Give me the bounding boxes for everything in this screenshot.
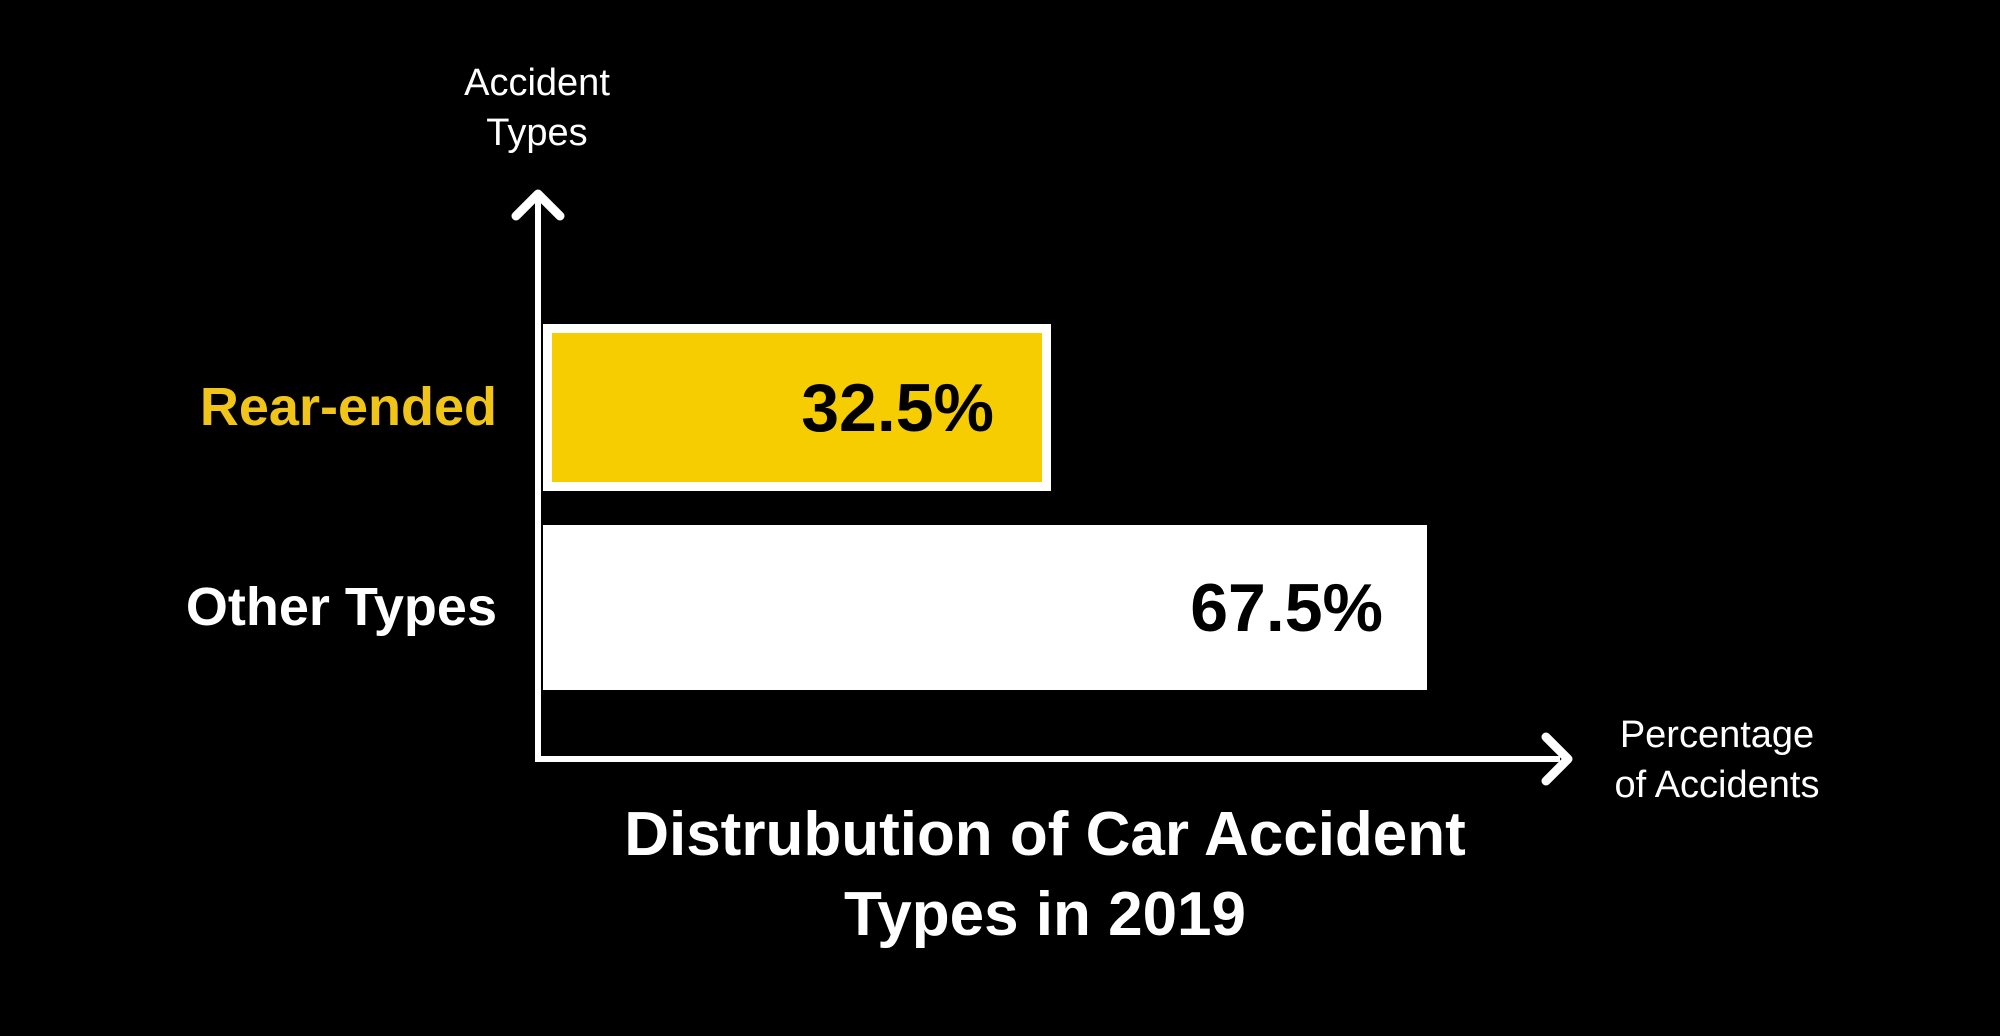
chart-title: Distrubution of Car Accident Types in 20… xyxy=(624,795,1466,955)
category-label-rear-ended: Rear-ended xyxy=(199,377,497,437)
bar-value-other-types: 67.5% xyxy=(1190,569,1383,646)
y-axis-arrowhead-icon xyxy=(511,189,565,221)
x-axis-title-line-2: of Accidents xyxy=(1614,764,1820,806)
chart-title-line-1: Distrubution of Car Accident xyxy=(624,800,1466,869)
x-axis-arrowhead-icon xyxy=(1541,732,1573,786)
x-axis-title: Percentage of Accidents xyxy=(1615,710,1820,810)
y-axis-title: Accident Types xyxy=(464,58,610,158)
bar-value-rear-ended: 32.5% xyxy=(801,369,994,446)
x-axis-title-line-1: Percentage xyxy=(1619,714,1815,756)
y-axis-title-line-2: Types xyxy=(486,112,588,154)
category-label-other-types: Other Types xyxy=(185,577,497,637)
bar-other-types: 67.5% xyxy=(543,525,1427,690)
chart-title-line-2: Types in 2019 xyxy=(843,880,1247,949)
y-axis-title-line-1: Accident xyxy=(464,62,610,104)
bar-rear-ended: 32.5% xyxy=(543,324,1051,491)
